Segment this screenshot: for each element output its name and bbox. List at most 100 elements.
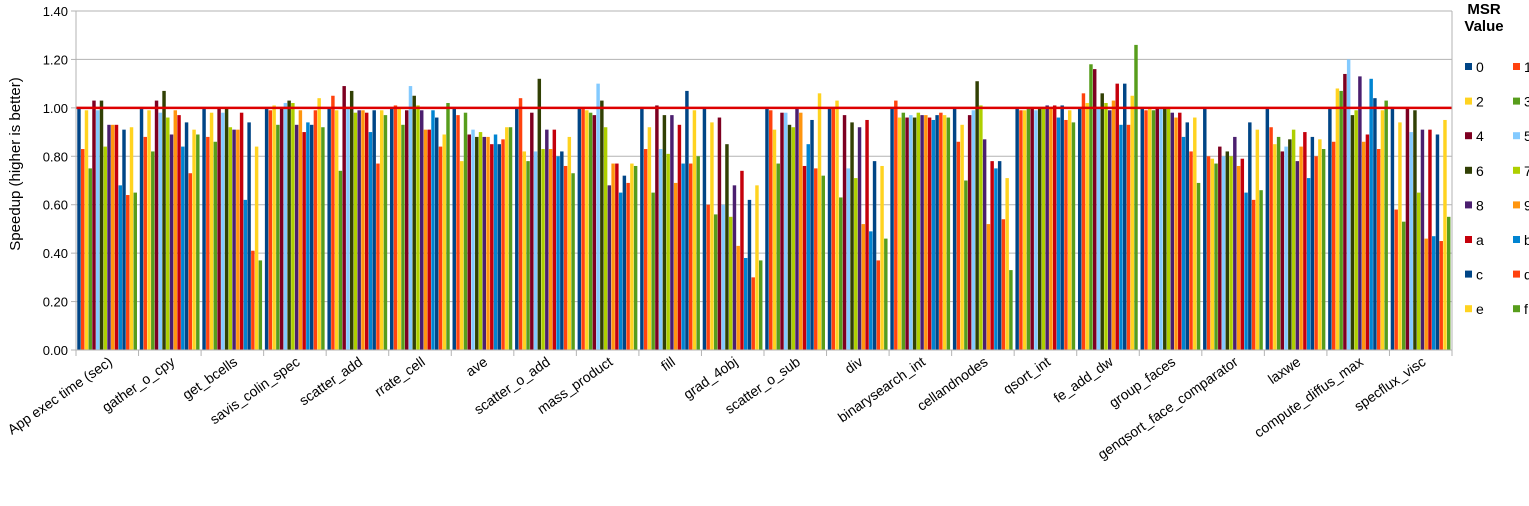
bar-9-11: [799, 112, 803, 350]
bar-a-2: [239, 112, 244, 350]
bar-2-0: [84, 110, 89, 351]
bar-1-9: [643, 149, 648, 350]
category-label: ave: [463, 353, 491, 379]
bar-a-15: [1052, 105, 1057, 350]
bar-3-5: [401, 124, 405, 350]
legend-swatch-e: [1465, 305, 1472, 313]
bar-7-16: [1104, 103, 1108, 350]
bar-3-14: [964, 180, 968, 350]
legend-label-6: 6: [1476, 163, 1484, 179]
bar-8-12: [857, 127, 862, 350]
bar-5-5: [408, 86, 413, 351]
legend-swatch-8: [1465, 201, 1472, 209]
legend-title: Value: [1464, 18, 1503, 35]
bar-5-2: [221, 112, 225, 350]
bar-4-13: [905, 117, 909, 351]
bar-9-10: [736, 245, 740, 350]
bar-8-7: [545, 129, 549, 350]
category-label: App exec time (sec): [4, 353, 115, 437]
bar-e-9: [692, 110, 697, 351]
bar-0-0: [77, 107, 81, 350]
bar-a-14: [990, 161, 994, 350]
bar-5-9: [658, 149, 663, 350]
y-tick-label: 0.60: [43, 198, 68, 213]
bar-e-20: [1380, 110, 1385, 351]
bar-6-0: [99, 100, 104, 350]
bar-b-14: [994, 168, 998, 350]
bar-0-15: [1015, 107, 1019, 350]
bar-3-15: [1026, 107, 1031, 350]
bar-4-17: [1155, 107, 1159, 350]
bar-d-21: [1439, 241, 1443, 350]
bar-7-12: [854, 178, 858, 350]
bar-4-4: [342, 86, 346, 351]
bar-0-14: [952, 107, 957, 350]
bar-f-7: [571, 173, 575, 350]
bar-e-16: [1130, 95, 1134, 350]
y-tick-label: 1.40: [43, 4, 68, 19]
bar-6-1: [162, 90, 166, 351]
bar-1-21: [1394, 209, 1398, 350]
bar-7-9: [666, 153, 670, 350]
bar-1-7: [518, 98, 523, 351]
bar-b-18: [1244, 192, 1248, 350]
bar-f-3: [321, 127, 325, 350]
bar-1-18: [1206, 156, 1211, 350]
bar-2-14: [960, 124, 964, 350]
bar-1-0: [81, 149, 85, 350]
bar-5-15: [1034, 110, 1038, 351]
bar-9-18: [1236, 165, 1241, 350]
legend-swatch-6: [1465, 166, 1472, 174]
bar-5-17: [1159, 107, 1163, 350]
legend-swatch-5: [1513, 132, 1520, 140]
bar-8-3: [294, 124, 299, 350]
bar-9-14: [986, 224, 991, 350]
bar-3-2: [213, 141, 218, 350]
bar-4-2: [217, 107, 221, 350]
bar-6-21: [1413, 110, 1417, 351]
bar-6-2: [224, 107, 229, 350]
legend-label-d: d: [1524, 267, 1529, 283]
bar-6-17: [1163, 107, 1167, 350]
bar-6-4: [349, 90, 354, 351]
bar-8-19: [1295, 161, 1300, 350]
bar-7-15: [1041, 107, 1046, 350]
bar-a-0: [114, 124, 119, 350]
bar-3-13: [901, 112, 906, 350]
bar-9-2: [236, 129, 240, 350]
legend-label-4: 4: [1476, 128, 1484, 144]
bar-b-21: [1431, 236, 1436, 350]
category-label: laxwe: [1265, 353, 1304, 387]
bar-d-11: [814, 168, 818, 350]
bar-5-19: [1284, 146, 1288, 350]
bar-c-17: [1185, 122, 1190, 350]
bar-9-21: [1424, 238, 1428, 350]
bar-7-11: [791, 127, 795, 350]
bar-c-20: [1373, 98, 1377, 351]
bar-0-5: [389, 107, 394, 350]
bar-d-6: [501, 139, 505, 350]
bar-d-10: [751, 277, 755, 350]
bar-0-7: [515, 107, 519, 350]
bar-c-11: [810, 119, 814, 350]
bar-f-17: [1196, 182, 1201, 350]
bar-a-17: [1178, 112, 1182, 350]
bar-d-4: [376, 163, 380, 350]
bar-9-12: [861, 224, 866, 350]
bar-d-12: [876, 260, 881, 350]
legend-label-0: 0: [1476, 59, 1484, 75]
bar-c-3: [309, 124, 314, 350]
bar-a-18: [1240, 158, 1245, 350]
bar-8-15: [1045, 105, 1049, 350]
bar-f-11: [821, 175, 825, 350]
bar-b-12: [869, 231, 873, 350]
y-tick-label: 0.00: [43, 343, 68, 358]
y-tick-label: 1.00: [43, 101, 68, 116]
bar-c-5: [435, 117, 439, 351]
bar-e-14: [1005, 178, 1009, 350]
bar-a-8: [615, 163, 619, 350]
bar-b-13: [931, 119, 936, 350]
bar-6-7: [537, 78, 542, 351]
bar-f-16: [1134, 44, 1138, 351]
